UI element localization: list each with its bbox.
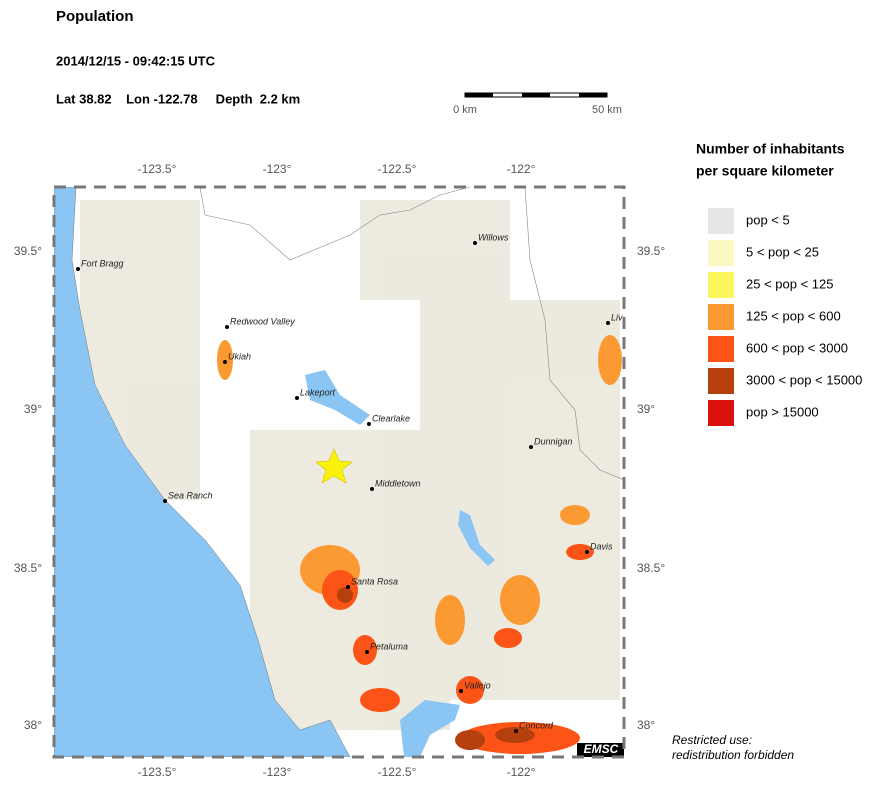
- city-label: Lakeport: [300, 387, 336, 397]
- legend-label: pop > 15000: [746, 404, 819, 419]
- city-dot: [225, 325, 229, 329]
- city-dot: [606, 321, 610, 325]
- city-dot: [585, 550, 589, 554]
- title: Population: [56, 8, 134, 25]
- city-label: Sea Ranch: [168, 490, 213, 500]
- city-label: Petaluma: [370, 641, 408, 651]
- notice: redistribution forbidden: [672, 748, 794, 762]
- lat-tick-label: 38.5°: [14, 561, 42, 575]
- city-dot: [370, 487, 374, 491]
- city-label: Clearlake: [372, 413, 410, 423]
- lat-tick-label: 38°: [24, 718, 42, 732]
- city-dot: [365, 650, 369, 654]
- datetime: 2014/12/15 - 09:42:15 UTC: [56, 53, 216, 68]
- lon-tick-label: -122.5°: [378, 162, 417, 176]
- legend-swatch: [708, 240, 734, 266]
- lat-tick-label: 39°: [24, 402, 42, 416]
- city-dot: [76, 267, 80, 271]
- lon-tick-label: -123.5°: [138, 765, 177, 779]
- legend-title: per square kilometer: [696, 163, 834, 179]
- legend-label: 3000 < pop < 15000: [746, 372, 862, 387]
- lon-tick-label: -123.5°: [138, 162, 177, 176]
- lat-tick-label: 39°: [637, 402, 655, 416]
- city-dot: [346, 585, 350, 589]
- legend-label: 5 < pop < 25: [746, 244, 819, 259]
- city-label: Vallejo: [464, 680, 491, 690]
- city-label: Dunnigan: [534, 436, 573, 446]
- city-label: Redwood Valley: [230, 316, 295, 326]
- legend-label: 600 < pop < 3000: [746, 340, 848, 355]
- city-dot: [529, 445, 533, 449]
- legend-swatch: [708, 208, 734, 234]
- city-label: Liv: [611, 312, 623, 322]
- legend-label: pop < 5: [746, 212, 790, 227]
- city-label: Davis: [590, 541, 613, 551]
- city-label: Willows: [478, 232, 509, 242]
- lat-tick-label: 39.5°: [637, 244, 665, 258]
- city-dot: [459, 689, 463, 693]
- legend-swatch: [708, 336, 734, 362]
- lon-tick-label: -123°: [263, 162, 292, 176]
- city-dot: [367, 422, 371, 426]
- legend-swatch: [708, 368, 734, 394]
- legend-swatch: [708, 400, 734, 426]
- location: Lat 38.82 Lon -122.78 Depth 2.2 km: [56, 91, 300, 106]
- legend-title: Number of inhabitants: [696, 141, 845, 157]
- epicenter-star: [315, 448, 353, 484]
- legend-swatch: [708, 304, 734, 330]
- city-dot: [514, 729, 518, 733]
- legend-label: 25 < pop < 125: [746, 276, 833, 291]
- scale-label: 0 km: [453, 104, 477, 116]
- notice: Restricted use:: [672, 733, 752, 747]
- city-label: Middletown: [375, 478, 421, 488]
- lat-tick-label: 38°: [637, 718, 655, 732]
- lat-tick-label: 39.5°: [14, 244, 42, 258]
- city-label: Concord: [519, 720, 554, 730]
- lon-tick-label: -122°: [507, 162, 536, 176]
- lon-tick-label: -122°: [507, 765, 536, 779]
- city-label: Santa Rosa: [351, 576, 398, 586]
- city-dot: [295, 396, 299, 400]
- legend-swatch: [708, 272, 734, 298]
- city-dot: [473, 241, 477, 245]
- badge-bg: [577, 743, 624, 757]
- legend-label: 125 < pop < 600: [746, 308, 841, 323]
- map: Fort Bragg Redwood Valley Ukiah Lakeport Cle…: [52, 185, 626, 759]
- scale-bar: [464, 92, 608, 98]
- city-label: Ukiah: [228, 351, 251, 361]
- city-dot: [223, 360, 227, 364]
- lat-tick-label: 38.5°: [637, 561, 665, 575]
- lon-tick-label: -123°: [263, 765, 292, 779]
- city-dot: [163, 499, 167, 503]
- scale-label: 50 km: [592, 104, 622, 116]
- city-label: Fort Bragg: [81, 258, 124, 268]
- lon-tick-label: -122.5°: [378, 765, 417, 779]
- badge: EMSC: [584, 742, 619, 756]
